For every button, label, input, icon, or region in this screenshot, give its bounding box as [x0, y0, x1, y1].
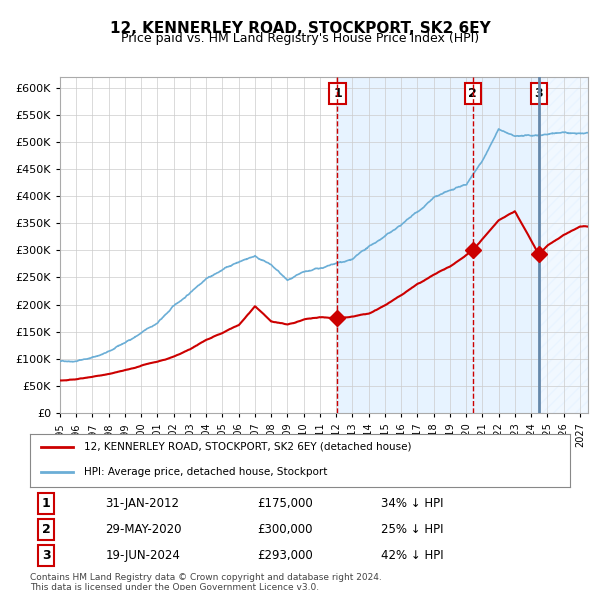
- Text: HPI: Average price, detached house, Stockport: HPI: Average price, detached house, Stoc…: [84, 467, 328, 477]
- Text: 1: 1: [42, 497, 50, 510]
- Text: 3: 3: [535, 87, 543, 100]
- Text: 29-MAY-2020: 29-MAY-2020: [106, 523, 182, 536]
- Text: £293,000: £293,000: [257, 549, 313, 562]
- Text: 42% ↓ HPI: 42% ↓ HPI: [381, 549, 443, 562]
- Text: 1: 1: [333, 87, 342, 100]
- Text: £175,000: £175,000: [257, 497, 313, 510]
- Text: 12, KENNERLEY ROAD, STOCKPORT, SK2 6EY: 12, KENNERLEY ROAD, STOCKPORT, SK2 6EY: [110, 21, 490, 35]
- Text: 3: 3: [42, 549, 50, 562]
- Text: 31-JAN-2012: 31-JAN-2012: [106, 497, 179, 510]
- Text: 19-JUN-2024: 19-JUN-2024: [106, 549, 181, 562]
- Text: Price paid vs. HM Land Registry's House Price Index (HPI): Price paid vs. HM Land Registry's House …: [121, 32, 479, 45]
- Text: Contains HM Land Registry data © Crown copyright and database right 2024.: Contains HM Land Registry data © Crown c…: [30, 573, 382, 582]
- Text: This data is licensed under the Open Government Licence v3.0.: This data is licensed under the Open Gov…: [30, 583, 319, 590]
- Text: 25% ↓ HPI: 25% ↓ HPI: [381, 523, 443, 536]
- Text: 12, KENNERLEY ROAD, STOCKPORT, SK2 6EY (detached house): 12, KENNERLEY ROAD, STOCKPORT, SK2 6EY (…: [84, 442, 412, 452]
- Text: 2: 2: [42, 523, 50, 536]
- Text: 34% ↓ HPI: 34% ↓ HPI: [381, 497, 443, 510]
- Text: 2: 2: [469, 87, 477, 100]
- Text: £300,000: £300,000: [257, 523, 312, 536]
